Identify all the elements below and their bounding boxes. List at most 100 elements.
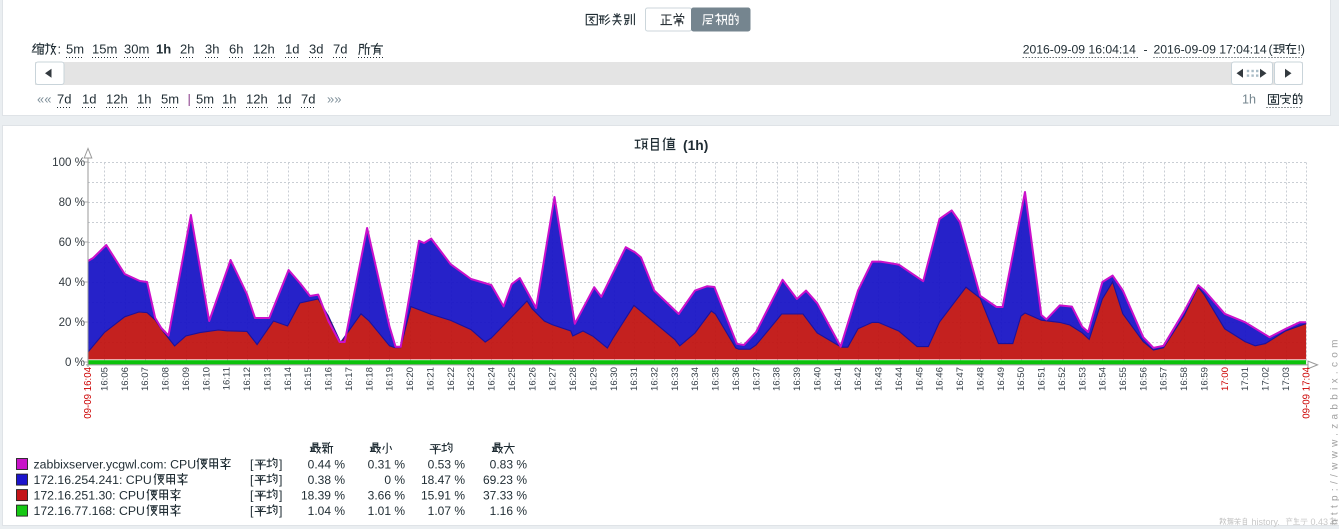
svg-text:1.01 %: 1.01 %	[368, 504, 406, 518]
svg-text:|: |	[188, 92, 191, 107]
svg-text:16:38: 16:38	[772, 367, 783, 391]
svg-text:0.38 %: 0.38 %	[308, 473, 346, 487]
svg-text:16:22: 16:22	[446, 367, 457, 391]
svg-text:18.39 %: 18.39 %	[301, 488, 345, 502]
svg-text:16:45: 16:45	[914, 367, 925, 391]
svg-text:172.16.77.168: CPU: 172.16.77.168: CPU	[34, 504, 145, 518]
svg-text:16:35: 16:35	[711, 367, 722, 391]
svg-text:0 %: 0 %	[384, 473, 405, 487]
svg-text:http://www.zabbix.com: http://www.zabbix.com	[1330, 335, 1339, 525]
svg-text:15.91 %: 15.91 %	[421, 488, 465, 502]
svg-text:16:40: 16:40	[813, 367, 824, 391]
svg-text:16:21: 16:21	[425, 367, 436, 391]
svg-text:100 %: 100 %	[52, 156, 85, 169]
svg-text:16:18: 16:18	[364, 367, 375, 391]
svg-text:16:25: 16:25	[507, 367, 518, 391]
svg-text:2h: 2h	[180, 42, 194, 57]
svg-text:2016-09-09 17:04:14: 2016-09-09 17:04:14	[1154, 43, 1267, 57]
svg-text:1.16 %: 1.16 %	[490, 504, 528, 518]
svg-text:[: [	[250, 473, 254, 487]
svg-text:16:32: 16:32	[650, 367, 661, 391]
svg-text:16:14: 16:14	[283, 366, 294, 391]
svg-text:17:02: 17:02	[1261, 367, 1272, 391]
svg-text:3h: 3h	[205, 42, 219, 57]
svg-text:1d: 1d	[285, 42, 299, 57]
svg-text:5m: 5m	[66, 42, 84, 57]
svg-text:[: [	[250, 488, 254, 502]
svg-text:16:10: 16:10	[201, 367, 212, 391]
svg-text:12h: 12h	[253, 42, 275, 57]
svg-text:37.33 %: 37.33 %	[483, 488, 527, 502]
svg-text:(1h): (1h)	[683, 138, 708, 153]
svg-text:]: ]	[279, 488, 282, 502]
svg-text:»»: »»	[327, 92, 341, 107]
svg-text:16:15: 16:15	[303, 367, 314, 391]
svg-text:0 %: 0 %	[65, 356, 85, 369]
svg-text:1.07 %: 1.07 %	[428, 504, 466, 518]
svg-text:[: [	[250, 457, 254, 471]
svg-text:16:20: 16:20	[405, 367, 416, 391]
svg-text:16:12: 16:12	[242, 367, 253, 391]
svg-text:-: -	[1144, 43, 1148, 57]
svg-text:6h: 6h	[229, 42, 243, 57]
svg-text:80 %: 80 %	[59, 196, 85, 209]
svg-text:0.31 %: 0.31 %	[368, 457, 406, 471]
svg-text:12h: 12h	[106, 92, 128, 107]
svg-text:history.: history.	[1252, 517, 1280, 527]
svg-text:0.44 %: 0.44 %	[308, 457, 346, 471]
svg-text:17:01: 17:01	[1240, 367, 1251, 391]
svg-text:!): !)	[1298, 43, 1305, 57]
svg-text:16:39: 16:39	[792, 367, 803, 391]
svg-text:16:33: 16:33	[670, 367, 681, 391]
svg-text:[: [	[250, 504, 254, 518]
svg-text:09-09 17:04: 09-09 17:04	[1301, 366, 1312, 418]
svg-text:18.47 %: 18.47 %	[421, 473, 465, 487]
svg-text:««: ««	[37, 92, 51, 107]
svg-text:5m: 5m	[196, 92, 214, 107]
svg-text:16:56: 16:56	[1138, 367, 1149, 391]
svg-text:12h: 12h	[246, 92, 268, 107]
svg-text:1h: 1h	[156, 42, 171, 57]
svg-text:2016-09-09 16:04:14: 2016-09-09 16:04:14	[1023, 43, 1136, 57]
svg-text:16:51: 16:51	[1037, 367, 1048, 391]
svg-text:7d: 7d	[57, 92, 71, 107]
svg-text:16:52: 16:52	[1057, 367, 1068, 391]
svg-text:30m: 30m	[124, 42, 149, 57]
svg-text:16:48: 16:48	[975, 367, 986, 391]
svg-text:16:16: 16:16	[324, 367, 335, 391]
svg-text:172.16.254.241: CPU: 172.16.254.241: CPU	[34, 473, 152, 487]
svg-text:20 %: 20 %	[59, 316, 85, 329]
svg-text:16:41: 16:41	[833, 367, 844, 391]
svg-text:1h: 1h	[222, 92, 236, 107]
svg-text:09-09 16:04: 09-09 16:04	[83, 366, 94, 418]
svg-text:7d: 7d	[333, 42, 347, 57]
svg-text:40 %: 40 %	[59, 276, 85, 289]
svg-text:16:37: 16:37	[751, 367, 762, 391]
svg-text:16:42: 16:42	[853, 367, 864, 391]
svg-text:16:57: 16:57	[1159, 367, 1170, 391]
svg-text:(: (	[1269, 43, 1273, 57]
svg-text:16:59: 16:59	[1200, 367, 1211, 391]
svg-text:1d: 1d	[82, 92, 96, 107]
svg-text:16:09: 16:09	[181, 367, 192, 391]
svg-text:16:26: 16:26	[527, 367, 538, 391]
svg-text:3d: 3d	[309, 42, 323, 57]
svg-text:16:24: 16:24	[487, 366, 498, 391]
svg-text:1.04 %: 1.04 %	[308, 504, 346, 518]
svg-text:16:17: 16:17	[344, 367, 355, 391]
svg-text:16:11: 16:11	[222, 367, 233, 390]
svg-text:16:13: 16:13	[263, 367, 274, 391]
svg-text:16:36: 16:36	[731, 367, 742, 391]
svg-text:0.83 %: 0.83 %	[490, 457, 528, 471]
svg-text:17:00: 17:00	[1220, 367, 1231, 391]
svg-text:]: ]	[279, 457, 282, 471]
svg-text:16:05: 16:05	[100, 367, 111, 391]
svg-text:16:28: 16:28	[568, 367, 579, 391]
svg-text:16:19: 16:19	[385, 367, 396, 391]
svg-text:]: ]	[279, 504, 282, 518]
svg-text:16:49: 16:49	[996, 367, 1007, 391]
svg-text:3.66 %: 3.66 %	[368, 488, 406, 502]
svg-text:16:23: 16:23	[466, 367, 477, 391]
svg-text:1d: 1d	[277, 92, 291, 107]
svg-text:15m: 15m	[92, 42, 117, 57]
